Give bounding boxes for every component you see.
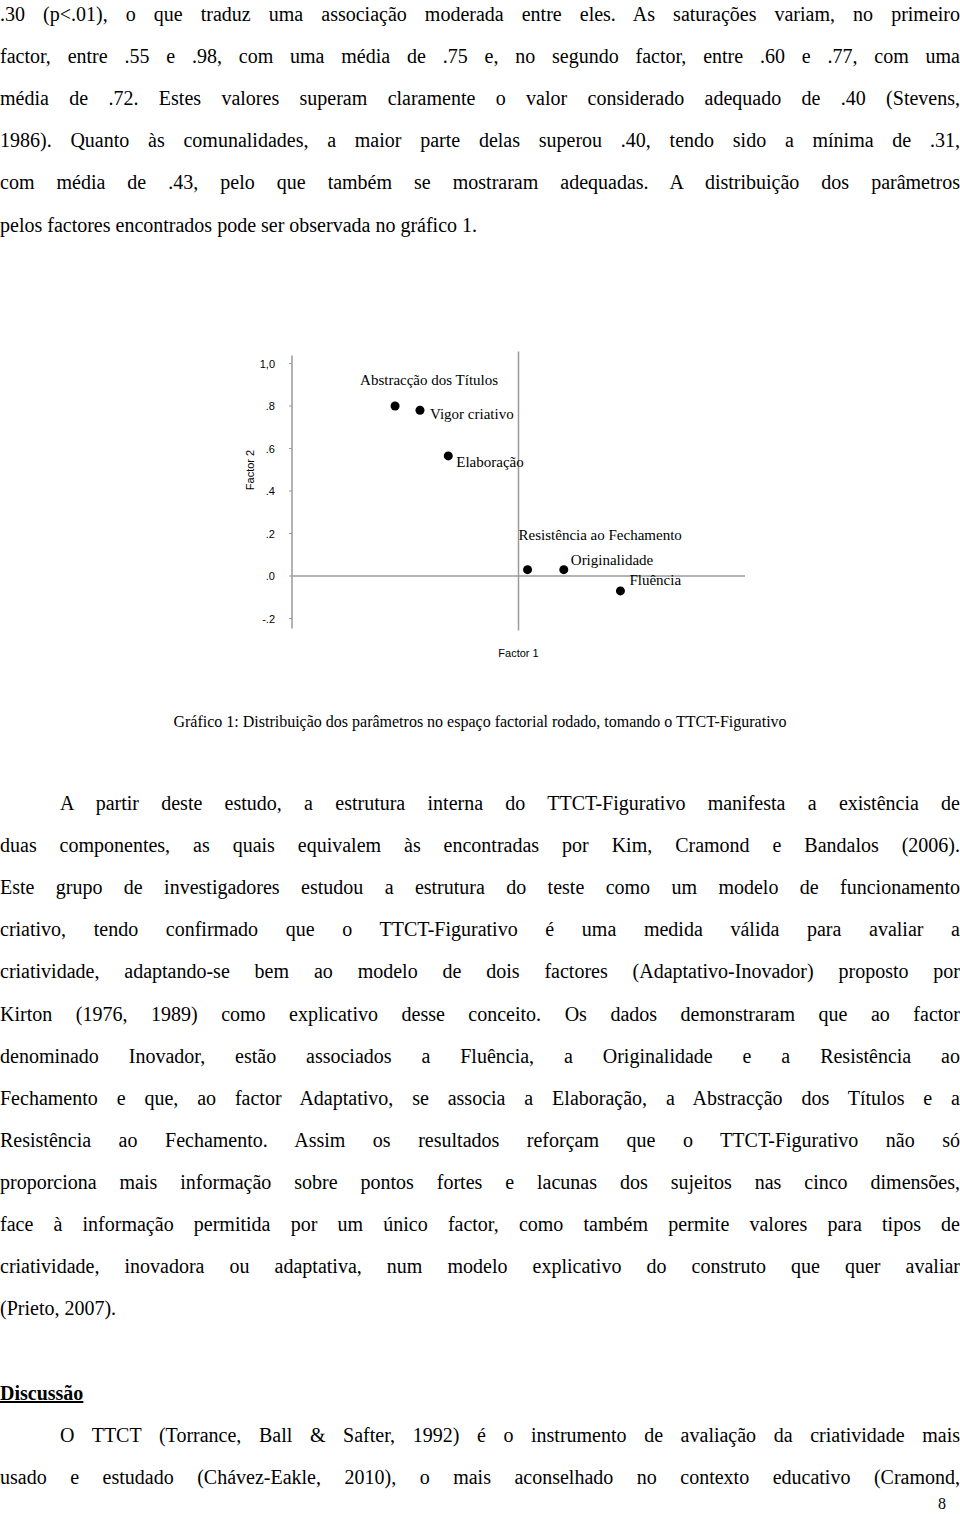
x-tick-line [518, 352, 520, 631]
point [415, 406, 424, 415]
page-number: 8 [938, 1494, 946, 1514]
y-tick-label: .2 [266, 528, 275, 540]
text-line: Resistência ao Fechamento. Assim os resu… [0, 1127, 960, 1153]
y-tick [289, 576, 292, 577]
y-tick [289, 533, 292, 534]
chart: 1,0 .8 .6 .4 .2 .0 -.2 Factor 1 Factor 2 Abstracç… [0, 0, 960, 1516]
y-tick [289, 363, 292, 364]
text-line: pelos factores encontrados pode ser obse… [0, 212, 960, 238]
text-line: O TTCT (Torrance, Ball & Safter, 1992) é… [60, 1422, 960, 1448]
text-line: Este grupo de investigadores estudou a e… [0, 874, 960, 900]
text-line: proporciona mais informação sobre pontos… [0, 1169, 960, 1195]
text-line: (Prieto, 2007). [0, 1295, 960, 1321]
point [391, 402, 400, 411]
point-label: Resistência ao Fechamento [519, 527, 682, 543]
y-tick-label: 1,0 [260, 358, 275, 370]
section-heading: Discussão [0, 1380, 300, 1406]
text-line: .30 (p<.01), o que traduz uma associação… [0, 1, 960, 27]
y-tick-label: .8 [266, 400, 275, 412]
point [523, 565, 532, 574]
text-line: 1986). Quanto às comunalidades, a maior … [0, 127, 960, 153]
text-line: com média de .43, pelo que também se mos… [0, 169, 960, 195]
y-tick-label: .6 [266, 443, 275, 455]
text-line: A partir deste estudo, a estrutura inter… [60, 790, 960, 816]
y-tick-label: .0 [266, 570, 275, 582]
y-axis-title: Factor 2 [244, 450, 256, 490]
x-axis-title: Factor 1 [498, 647, 538, 659]
text-line: duas componentes, as quais equivalem às … [0, 832, 960, 858]
page: .30 (p<.01), o que traduz uma associação… [0, 0, 960, 1516]
point-label: Fluência [629, 572, 681, 588]
point-label: Vigor criativo [430, 406, 514, 422]
y-tick [289, 448, 292, 449]
text-line: denominado Inovador, estão associados a … [0, 1043, 960, 1069]
y-tick-label: .4 [266, 485, 275, 497]
point-label: Elaboração [456, 454, 523, 470]
y-axis [291, 356, 293, 629]
y-tick [289, 491, 292, 492]
point [444, 451, 453, 460]
y-tick [289, 406, 292, 407]
text-line: face à informação permitida por um único… [0, 1211, 960, 1237]
text-line: Kirton (1976, 1989) como explicativo des… [0, 1001, 960, 1027]
y-tick-label: -.2 [262, 613, 275, 625]
text-line: factor, entre .55 e .98, com uma média d… [0, 43, 960, 69]
text-line: criativo, tendo confirmado que o TTCT-Fi… [0, 916, 960, 942]
text-line: criatividade, adaptando-se bem ao modelo… [0, 958, 960, 984]
point-label: Originalidade [571, 552, 654, 568]
point [616, 586, 625, 595]
text-line: criatividade, inovadora ou adaptativa, n… [0, 1253, 960, 1279]
text-line: média de .72. Estes valores superam clar… [0, 85, 960, 111]
caption: Gráfico 1: Distribuição dos parâmetros n… [0, 709, 960, 735]
point-label: Abstracção dos Títulos [360, 372, 498, 388]
text-line: usado e estudado (Chávez-Eakle, 2010), o… [0, 1464, 960, 1490]
point [559, 565, 568, 574]
y-tick [289, 618, 292, 619]
text-line: Fechamento e que, ao factor Adaptativo, … [0, 1085, 960, 1111]
